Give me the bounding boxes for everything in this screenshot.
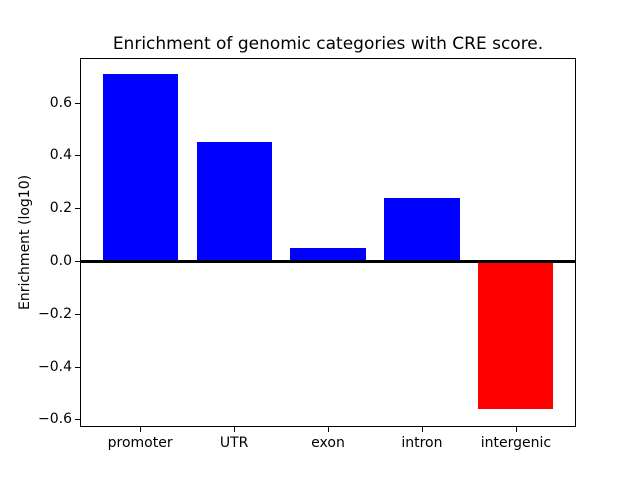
y-tick-mark [75, 419, 80, 421]
y-tick-label: 0.2 [49, 200, 72, 217]
y-tick-label: 0.6 [49, 94, 72, 111]
x-tick-label-UTR: UTR [219, 435, 249, 451]
x-tick-label-intergenic: intergenic [480, 435, 552, 451]
y-tick-mark [75, 366, 80, 368]
x-tick-mark [328, 427, 329, 432]
bar-exon [290, 247, 366, 261]
x-tick-label-intron: intron [401, 435, 443, 451]
y-tick-mark [75, 155, 80, 157]
x-tick-label-exon: exon [311, 435, 345, 451]
x-tick-label-promoter: promoter [107, 435, 173, 451]
bar-intron [384, 197, 460, 261]
y-tick-label: −0.6 [38, 411, 72, 428]
x-tick-mark [515, 427, 517, 432]
zero-line [80, 259, 576, 263]
x-tick-mark [140, 427, 142, 432]
y-tick-mark [75, 261, 80, 262]
bar-intergenic [478, 261, 554, 409]
y-tick-mark [75, 208, 80, 210]
x-tick-mark [234, 427, 236, 432]
y-tick-label: −0.2 [38, 305, 72, 322]
y-tick-label: 0.4 [49, 147, 72, 164]
chart-title: Enrichment of genomic categories with CR… [112, 34, 544, 54]
y-tick-mark [75, 313, 80, 315]
bar-promoter [102, 73, 178, 261]
x-tick-mark [421, 427, 423, 432]
bar-UTR [196, 142, 272, 261]
y-tick-label: −0.4 [38, 358, 72, 375]
y-tick-label: 0.0 [49, 253, 72, 269]
y-tick-mark [75, 102, 80, 104]
